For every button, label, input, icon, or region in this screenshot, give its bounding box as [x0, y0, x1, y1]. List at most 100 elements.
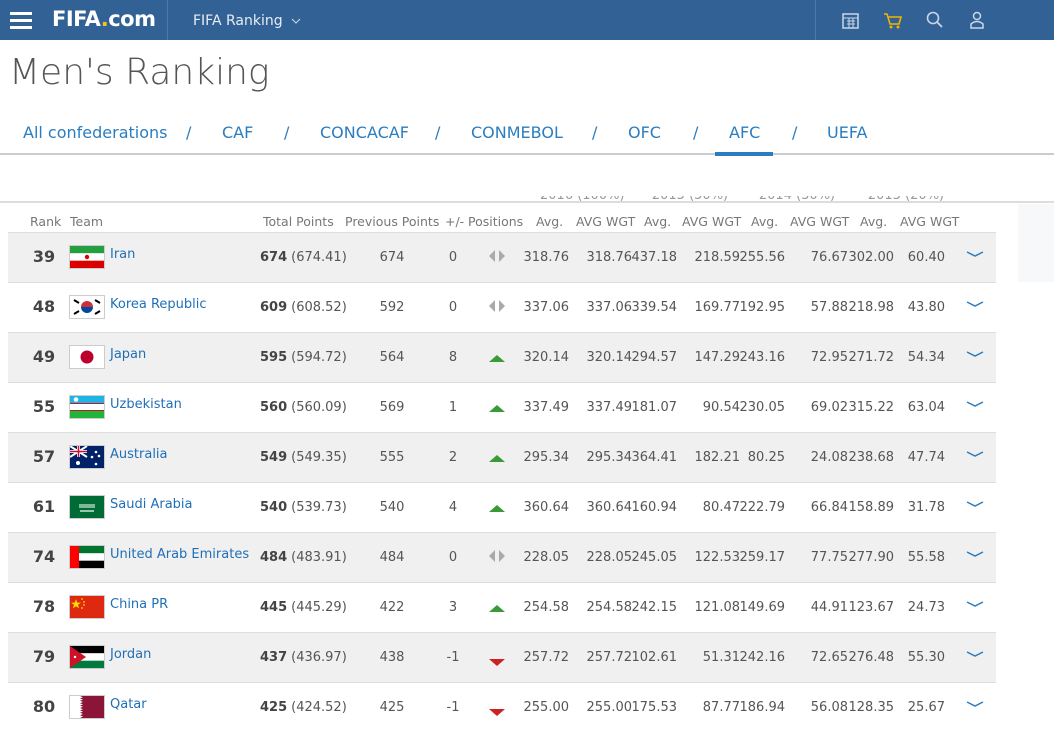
previous-points: 422 — [362, 600, 422, 616]
total-points-exact: (539.73) — [291, 500, 347, 515]
stat: 31.78 — [875, 500, 945, 516]
team-link[interactable]: United Arab Emirates — [110, 547, 249, 563]
team-link[interactable]: Jordan — [110, 647, 151, 663]
stat: 230.05 — [715, 400, 785, 416]
change: 0 — [428, 300, 478, 316]
tab[interactable]: CONCACAF — [320, 123, 409, 142]
expand-button[interactable] — [965, 645, 985, 657]
total-points-exact: (549.35) — [291, 450, 347, 465]
total-points-rounded: 425 — [260, 700, 287, 715]
team-link[interactable]: Iran — [110, 247, 135, 263]
stat: 257.72 — [499, 650, 569, 666]
team-link[interactable]: Saudi Arabia — [110, 497, 193, 513]
search-icon[interactable] — [926, 11, 944, 29]
team-link[interactable]: China PR — [110, 597, 168, 613]
stat: 80.25 — [715, 450, 785, 466]
column-header: Total Points — [263, 214, 334, 229]
tab-separator: / — [435, 123, 440, 142]
expand-button[interactable] — [965, 295, 985, 307]
team-link[interactable]: Japan — [110, 347, 146, 363]
expand-button[interactable] — [965, 545, 985, 557]
team-link[interactable]: Australia — [110, 447, 168, 463]
user-icon[interactable] — [970, 11, 984, 29]
tab-separator: / — [284, 123, 289, 142]
stat: 437.18 — [607, 250, 677, 266]
expand-button[interactable] — [965, 695, 985, 707]
previous-points: 555 — [362, 450, 422, 466]
stat: 294.57 — [607, 350, 677, 366]
total-points: 674 (674.41) — [260, 250, 347, 266]
team-link[interactable]: Uzbekistan — [110, 397, 182, 413]
flag — [70, 546, 104, 568]
column-header: Avg. — [751, 214, 778, 229]
logo[interactable]: FIFA.com — [52, 7, 156, 31]
stat: 43.80 — [875, 300, 945, 316]
team-link[interactable]: Qatar — [110, 697, 147, 713]
expand-button[interactable] — [965, 595, 985, 607]
total-points-rounded: 674 — [260, 250, 287, 265]
tab[interactable]: UEFA — [827, 123, 868, 142]
total-points-exact: (483.91) — [291, 550, 347, 565]
previous-points: 674 — [362, 250, 422, 266]
stat: 186.94 — [715, 700, 785, 716]
expand-button[interactable] — [965, 445, 985, 457]
stat: 222.79 — [715, 500, 785, 516]
stat: 255.00 — [499, 700, 569, 716]
change: 0 — [428, 250, 478, 266]
total-points-exact: (674.41) — [291, 250, 347, 265]
flag — [70, 296, 104, 318]
rank: 55 — [20, 399, 68, 415]
tab[interactable]: All confederations — [23, 123, 168, 142]
previous-points: 484 — [362, 550, 422, 566]
tab-separator: / — [186, 123, 191, 142]
change: -1 — [428, 700, 478, 716]
tab[interactable]: CAF — [222, 123, 253, 142]
previous-points: 564 — [362, 350, 422, 366]
total-points: 445(445.29) — [260, 600, 347, 616]
rank: 49 — [20, 349, 68, 365]
total-points-exact: (594.72) — [291, 350, 347, 365]
expand-button[interactable] — [965, 495, 985, 507]
menu-button[interactable] — [10, 10, 34, 30]
expand-button[interactable] — [965, 345, 985, 357]
previous-points: 569 — [362, 400, 422, 416]
rank: 61 — [20, 499, 68, 515]
column-header: AVG WGT — [576, 214, 635, 229]
previous-points: 438 — [362, 650, 422, 666]
team-link[interactable]: Korea Republic — [110, 297, 207, 313]
change: 4 — [428, 500, 478, 516]
top-bar: FIFA.com FIFA Ranking — [0, 0, 1054, 40]
flag — [70, 596, 104, 618]
stat: 149.69 — [715, 600, 785, 616]
tab[interactable]: CONMEBOL — [471, 123, 563, 142]
total-points-rounded: 540 — [260, 500, 287, 515]
stat: 55.58 — [875, 550, 945, 566]
tab[interactable]: OFC — [628, 123, 661, 142]
previous-points: 592 — [362, 300, 422, 316]
total-points-exact: (608.52) — [291, 300, 347, 315]
side-panel — [1018, 204, 1054, 282]
stat: 54.34 — [875, 350, 945, 366]
column-header: Avg. — [860, 214, 887, 229]
column-header: Avg. — [644, 214, 671, 229]
section-menu[interactable]: FIFA Ranking — [193, 13, 301, 29]
year-header: 2013 (20%) — [866, 196, 946, 203]
total-points: 595(594.72) — [260, 350, 347, 366]
stat: 242.15 — [607, 600, 677, 616]
rank: 78 — [20, 599, 68, 615]
active-tab-indicator — [715, 152, 773, 156]
column-header: +/- — [445, 214, 464, 229]
column-header: AVG WGT — [790, 214, 849, 229]
cart-icon[interactable] — [883, 12, 903, 29]
calendar-icon[interactable] — [842, 12, 860, 29]
expand-button[interactable] — [965, 245, 985, 257]
tab-separator: / — [792, 123, 797, 142]
column-header: Positions — [468, 214, 523, 229]
stat: 339.54 — [607, 300, 677, 316]
stat: 337.49 — [499, 400, 569, 416]
stat: 360.64 — [499, 500, 569, 516]
expand-button[interactable] — [965, 395, 985, 407]
flag — [70, 396, 104, 418]
tab[interactable]: AFC — [729, 123, 760, 142]
stat: 192.95 — [715, 300, 785, 316]
